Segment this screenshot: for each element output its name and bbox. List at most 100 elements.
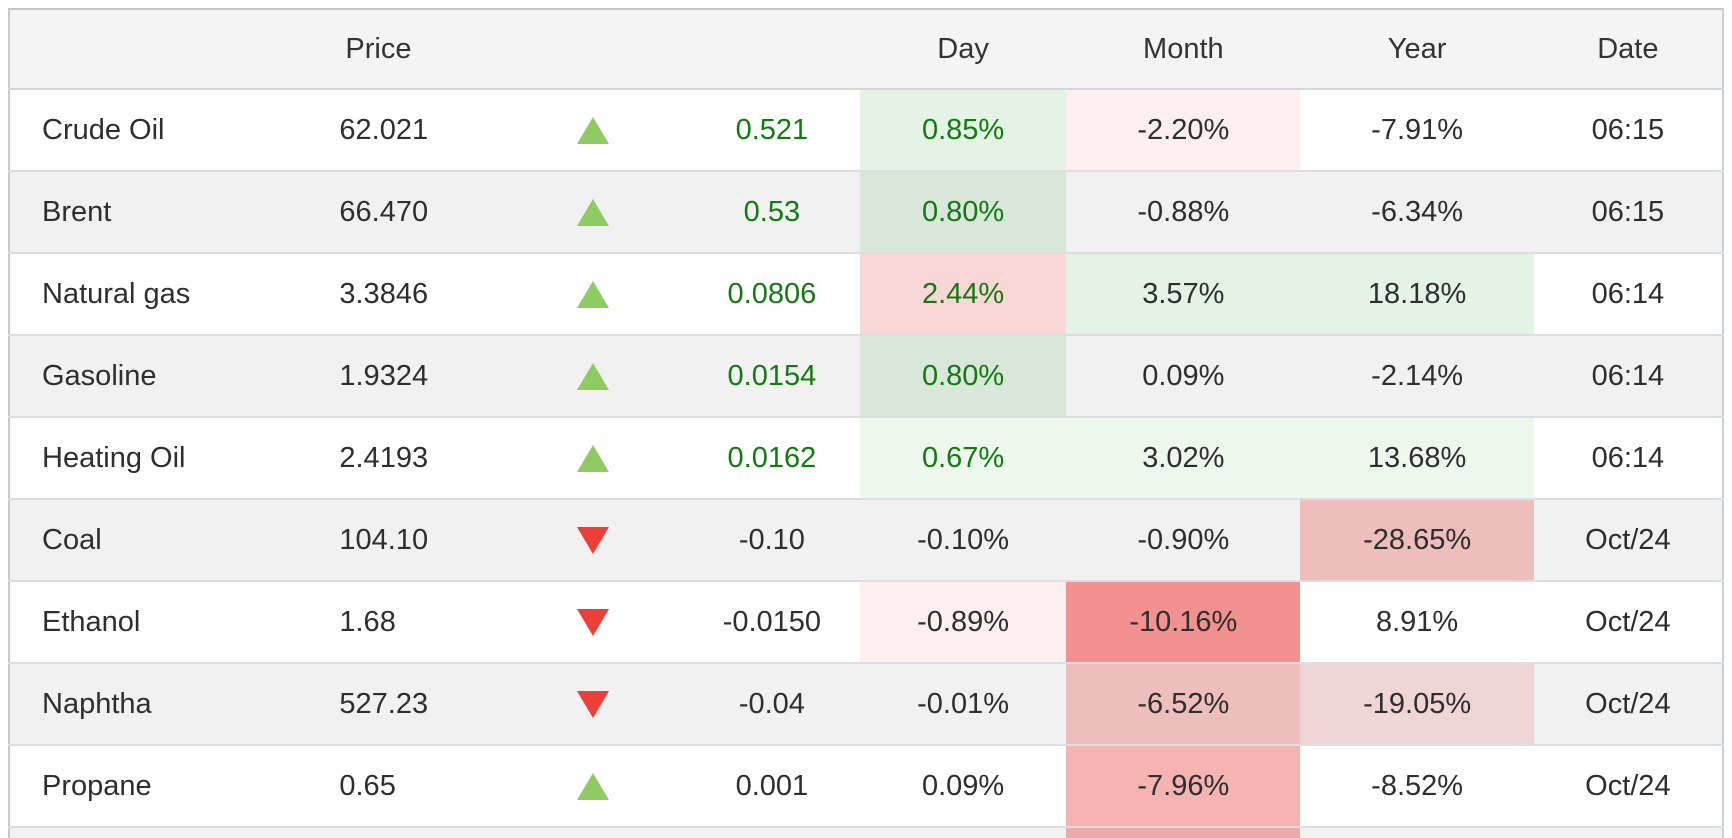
commodity-name-cell[interactable]: Propane xyxy=(9,744,340,827)
date-cell: 06:14 xyxy=(1533,334,1723,417)
day-change-cell: 2.44% xyxy=(859,252,1067,335)
month-change-cell xyxy=(1066,826,1301,838)
date-cell: Oct/24 xyxy=(1533,580,1723,663)
price-cell: 1.9324 xyxy=(339,334,502,417)
year-change-cell: 13.68% xyxy=(1300,416,1534,499)
arrow-cell xyxy=(501,662,684,745)
year-change-cell xyxy=(1300,826,1534,838)
date-cell: 06:15 xyxy=(1533,170,1723,253)
day-change-cell: 0.85% xyxy=(859,89,1067,171)
year-change-cell: -7.91% xyxy=(1371,113,1464,146)
month-change-cell: 3.57% xyxy=(1066,252,1301,335)
date-cell: Oct/24 xyxy=(1533,498,1723,581)
arrow-cell xyxy=(501,826,684,838)
table-row[interactable]: Naphtha 527.23 -0.04 -0.01% -6.52% -19.0… xyxy=(9,662,1723,745)
arrow-cell xyxy=(501,744,684,827)
table-row[interactable]: Heating Oil 2.4193 0.0162 0.67% 3.02% 13… xyxy=(9,416,1723,499)
price-cell: 66.470 xyxy=(339,170,502,253)
change-cell: 0.0154 xyxy=(683,334,860,417)
arrow-cell xyxy=(501,334,684,417)
table-row[interactable]: Brent 66.470 0.53 0.80% -0.88% -6.34% 06… xyxy=(9,170,1723,253)
year-change-cell: -28.65% xyxy=(1300,498,1534,581)
commodity-name-cell[interactable]: Naphtha xyxy=(9,662,340,745)
change-cell: -0.10 xyxy=(683,498,860,581)
column-header-spacer2 xyxy=(683,9,860,90)
column-header-date: Date xyxy=(1533,9,1723,90)
table-row[interactable]: Coal 104.10 -0.10 -0.10% -0.90% -28.65% … xyxy=(9,498,1723,581)
year-change-cell: 8.91% xyxy=(1300,580,1534,663)
price-cell: 104.10 xyxy=(339,498,502,581)
day-change-cell: -0.01% xyxy=(859,662,1067,745)
column-header-month: Month xyxy=(1066,9,1301,90)
arrow-cell xyxy=(501,416,684,499)
table-row[interactable]: Ethanol 1.68 -0.0150 -0.89% -10.16% 8.91… xyxy=(9,580,1723,663)
commodity-name-cell xyxy=(9,826,340,838)
direction-arrow-icon xyxy=(576,117,609,145)
change-cell: 0.0162 xyxy=(683,416,860,499)
column-header-name xyxy=(9,9,340,90)
change-cell: 0.521 xyxy=(735,113,809,146)
day-change-cell: 0.80% xyxy=(859,334,1067,417)
date-cell: Oct/24 xyxy=(1533,744,1723,827)
price-cell: 2.4193 xyxy=(339,416,502,499)
year-change-cell: -19.05% xyxy=(1300,662,1534,745)
price-cell: 3.3846 xyxy=(339,252,502,335)
table-row-partial[interactable] xyxy=(9,826,1723,838)
day-change-cell: 0.80% xyxy=(859,170,1067,253)
year-change-cell: -2.14% xyxy=(1300,334,1534,417)
arrow-cell xyxy=(501,252,684,335)
year-change-cell: 18.18% xyxy=(1300,252,1534,335)
price-cell xyxy=(339,826,502,838)
price-cell: 62.021 xyxy=(339,113,429,146)
direction-arrow-icon xyxy=(576,609,609,637)
direction-arrow-icon xyxy=(576,281,609,309)
commodity-name-cell[interactable]: Gasoline xyxy=(9,334,340,417)
change-cell: 0.0806 xyxy=(683,252,860,335)
commodity-name-cell[interactable]: Coal xyxy=(9,498,340,581)
day-change-cell: -0.10% xyxy=(859,498,1067,581)
change-cell: 0.53 xyxy=(683,170,860,253)
arrow-cell xyxy=(501,170,684,253)
date-cell: 06:14 xyxy=(1533,252,1723,335)
table-row[interactable]: Natural gas 3.3846 0.0806 2.44% 3.57% 18… xyxy=(9,252,1723,335)
month-change-cell: 0.09% xyxy=(1066,334,1301,417)
day-change-cell: 0.09% xyxy=(859,744,1067,827)
table-row[interactable]: Gasoline 1.9324 0.0154 0.80% 0.09% -2.14… xyxy=(9,334,1723,417)
header-row: Price Day Month Year Date xyxy=(9,9,1723,90)
direction-arrow-icon xyxy=(576,691,609,719)
commodity-name-cell[interactable]: Natural gas xyxy=(9,252,340,335)
column-header-spacer xyxy=(501,9,684,90)
arrow-cell xyxy=(501,498,684,581)
direction-arrow-icon xyxy=(576,445,609,473)
direction-arrow-icon xyxy=(576,363,609,391)
day-change-cell: 0.67% xyxy=(859,416,1067,499)
day-change-cell xyxy=(859,826,1067,838)
direction-arrow-icon xyxy=(576,773,609,801)
direction-arrow-icon xyxy=(576,527,609,555)
table-row[interactable]: Propane 0.65 0.001 0.09% -7.96% -8.52% O… xyxy=(9,744,1723,827)
date-cell: 06:14 xyxy=(1533,416,1723,499)
commodity-name-cell[interactable]: Crude Oil xyxy=(42,113,165,146)
month-change-cell: -10.16% xyxy=(1066,580,1301,663)
table-row[interactable]: Crude Oil 62.021 0.521 0.85% -2.20% -7.9… xyxy=(9,89,1723,171)
price-cell: 0.65 xyxy=(339,744,502,827)
change-cell: -0.04 xyxy=(683,662,860,745)
change-cell: -0.0150 xyxy=(683,580,860,663)
commodity-name-cell[interactable]: Ethanol xyxy=(9,580,340,663)
price-cell: 527.23 xyxy=(339,662,502,745)
commodity-name-cell[interactable]: Brent xyxy=(9,170,340,253)
change-cell xyxy=(683,826,860,838)
direction-arrow-icon xyxy=(576,199,609,227)
column-header-day: Day xyxy=(859,9,1067,90)
commodities-table: Price Day Month Year Date Crude Oil 62.0… xyxy=(8,8,1724,838)
year-change-cell: -6.34% xyxy=(1300,170,1534,253)
month-change-cell: -7.96% xyxy=(1066,744,1301,827)
day-change-cell: -0.89% xyxy=(859,580,1067,663)
date-cell: Oct/24 xyxy=(1533,662,1723,745)
commodity-name-cell[interactable]: Heating Oil xyxy=(9,416,340,499)
month-change-cell: -0.90% xyxy=(1066,498,1301,581)
arrow-cell xyxy=(502,89,684,171)
year-change-cell: -8.52% xyxy=(1300,744,1534,827)
date-cell xyxy=(1533,826,1723,838)
